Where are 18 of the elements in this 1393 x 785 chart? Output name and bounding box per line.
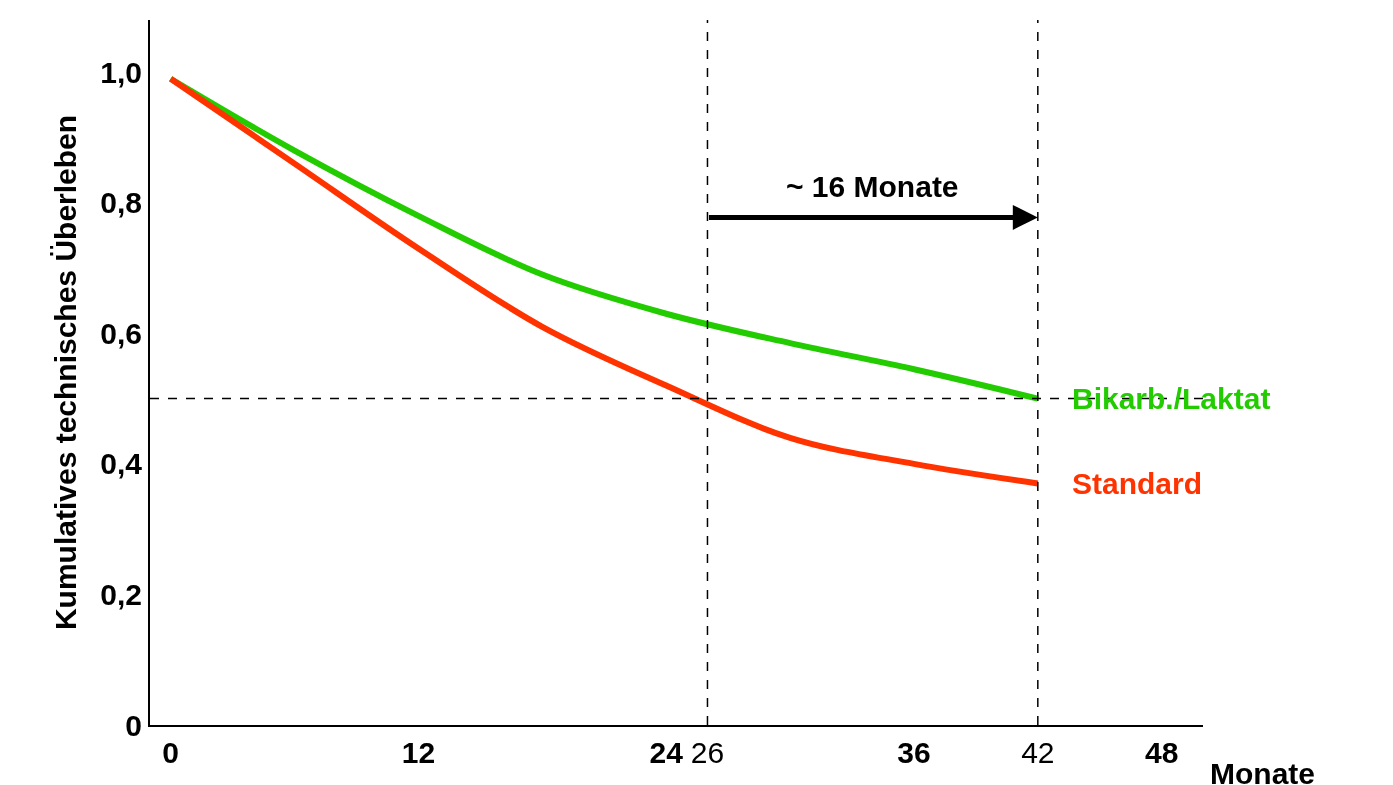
x-axis-title: Monate [1210, 757, 1315, 785]
x-tick-label: 26 [690, 736, 725, 769]
series-label: Bikarb./Laktat [1072, 382, 1271, 415]
annotation: ~ 16 Monate [786, 170, 959, 203]
y-tick-label: 0,6 [100, 316, 142, 350]
x-tick-label: 36 [897, 736, 931, 769]
x-tick-label: 0 [162, 736, 179, 769]
y-tick-label: 0,2 [100, 577, 142, 611]
x-tick-label: 42 [1021, 736, 1055, 769]
x-tick-label: 12 [401, 736, 436, 769]
y-tick-label: 0 [125, 708, 142, 742]
series-label: Standard [1072, 467, 1203, 500]
x-tick-label: 48 [1145, 736, 1179, 769]
y-axis-title: Kumulatives technisches Überleben [48, 114, 82, 631]
y-tick-label: 0,4 [100, 447, 143, 481]
y-tick-label: 0,8 [100, 186, 142, 220]
x-tick-label: 24 [649, 736, 684, 769]
y-tick-label: 1,0 [100, 55, 142, 89]
